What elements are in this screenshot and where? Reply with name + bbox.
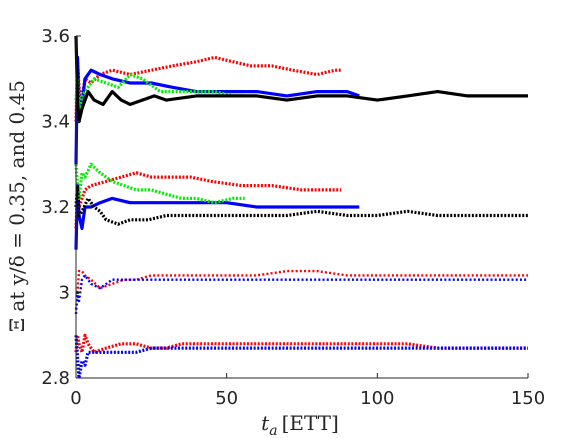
x-tick-label: 50 bbox=[215, 388, 238, 409]
series-line-middle-6 bbox=[74, 184, 360, 250]
series-line-lower-9 bbox=[74, 269, 528, 310]
x-tick-label: 100 bbox=[360, 388, 394, 409]
series-line-lower-10 bbox=[74, 274, 528, 314]
series-line-bottom-11 bbox=[74, 333, 528, 354]
x-axis-label: ta [ETT] bbox=[261, 411, 339, 438]
y-tick-label: 3.2 bbox=[41, 197, 70, 218]
series-line-middle-5 bbox=[74, 171, 342, 229]
x-tick-label: 150 bbox=[511, 388, 545, 409]
series-line-upper-3 bbox=[74, 72, 245, 115]
axes bbox=[75, 35, 529, 379]
series-line-middle-8 bbox=[74, 184, 528, 226]
y-tick-label: 2.8 bbox=[41, 368, 70, 389]
series-line-bottom-12 bbox=[74, 335, 528, 380]
tick-labels: 0 50 100 150 2.8 3 3.2 3.4 3.6 bbox=[41, 26, 545, 409]
y-tick-label: 3 bbox=[59, 283, 70, 304]
series-line-upper-2 bbox=[74, 55, 360, 165]
y-tick-label: 3.6 bbox=[41, 26, 70, 47]
series-line-upper-1 bbox=[74, 55, 342, 122]
series-line-upper-4 bbox=[74, 35, 528, 124]
y-axis-label: Ξ at y/δ = 0.35, and 0.45 bbox=[5, 80, 29, 332]
series-line-middle-7 bbox=[74, 162, 245, 205]
y-tick-label: 3.4 bbox=[41, 112, 70, 133]
series-layer bbox=[74, 35, 528, 380]
x-tick-label: 0 bbox=[70, 388, 81, 409]
